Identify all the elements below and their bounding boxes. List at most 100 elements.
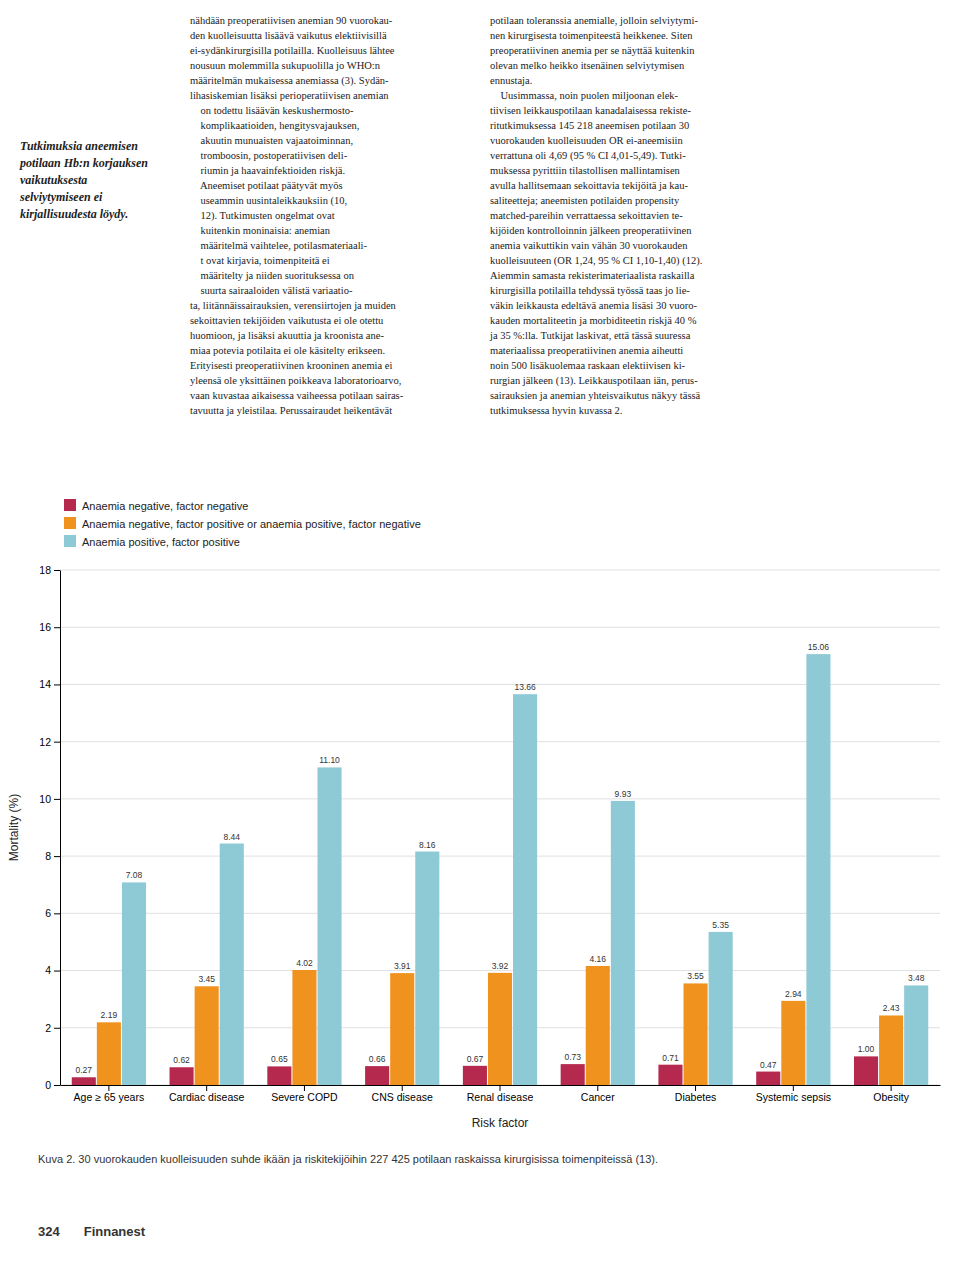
footer-title: Finnanest	[84, 1224, 146, 1239]
x-tick: Obesity	[873, 1085, 909, 1103]
legend-swatch	[64, 535, 76, 547]
y-tick-mark	[54, 913, 60, 914]
x-tick: Diabetes	[675, 1085, 716, 1103]
text-column: nähdään preoperatiivisen anemian 90 vuor…	[190, 15, 404, 416]
bar	[365, 1066, 389, 1085]
legend-label: Anaemia negative, factor positive or ana…	[82, 518, 421, 530]
bar	[72, 1077, 96, 1085]
y-tick-mark	[54, 971, 60, 972]
x-tick-label: Renal disease	[467, 1091, 534, 1103]
text-column-line: määritelmä vaihtelee, potilasmateriaali-	[190, 240, 367, 251]
x-tick: Renal disease	[467, 1085, 534, 1103]
x-tick-mark	[597, 1085, 598, 1091]
data-label: 8.44	[223, 832, 240, 842]
grid	[60, 570, 940, 1085]
data-label: 0.71	[662, 1053, 679, 1063]
x-tick: Systemic sepsis	[756, 1085, 831, 1103]
text-column-line: kuolleisuuteen (OR 1,24, 95 % CI 1,10-1,…	[490, 255, 702, 267]
legend-swatch	[64, 517, 76, 529]
text-column-line: kuitenkin moninaisia: anemian	[190, 225, 331, 236]
data-label: 3.91	[394, 961, 411, 971]
bar	[904, 985, 928, 1085]
data-label: 13.66	[514, 682, 536, 692]
y-tick: 6	[45, 907, 60, 919]
data-label: 4.16	[590, 954, 607, 964]
data-label: 0.27	[76, 1065, 93, 1075]
x-tick-mark	[891, 1085, 892, 1091]
text-column-line: nen kirurgisesta toimenpiteestä heikkene…	[490, 30, 693, 41]
data-label: 3.45	[198, 974, 215, 984]
data-label: 2.94	[785, 989, 802, 999]
text-column-line: nähdään preoperatiivisen anemian 90 vuor…	[190, 15, 393, 26]
data-label: 7.08	[126, 870, 143, 880]
legend-label: Anaemia positive, factor positive	[82, 536, 240, 548]
data-label: 3.55	[687, 971, 704, 981]
bar	[488, 973, 512, 1085]
y-tick-mark	[54, 799, 60, 800]
text-column-line: komplikaatioiden, hengitysvajauksen,	[190, 120, 359, 131]
bar	[658, 1065, 682, 1085]
y-tick-mark	[54, 742, 60, 743]
x-tick-label: Cancer	[581, 1091, 615, 1103]
data-label: 8.16	[419, 840, 436, 850]
bar	[709, 932, 733, 1085]
data-label: 0.66	[369, 1054, 386, 1064]
text-column-line: kirurgisilla potilailla tehdyssä työssä …	[490, 285, 690, 296]
bar	[317, 767, 341, 1085]
legend-label: Anaemia negative, factor negative	[82, 500, 248, 512]
y-tick-mark	[54, 1028, 60, 1029]
x-tick-mark	[500, 1085, 501, 1091]
text-column-line: huomioon, ja lisäksi akuuttia ja kroonis…	[190, 330, 384, 341]
data-label: 2.19	[101, 1010, 118, 1020]
sidebar-text-line: kirjallisuudesta löydy.	[20, 207, 128, 221]
y-tick-label: 4	[45, 964, 51, 976]
y-tick: 12	[39, 736, 60, 748]
bar	[267, 1066, 291, 1085]
x-tick-label: Cardiac disease	[169, 1091, 244, 1103]
text-column-line: ei-sydänkirurgisilla potilailla. Kuollei…	[190, 45, 395, 56]
x-tick: Cancer	[581, 1085, 615, 1103]
text-column-line: materiaalissa preoperatiivinen anemia ai…	[490, 345, 683, 356]
x-axis-title: Risk factor	[472, 1116, 529, 1130]
bar	[170, 1067, 194, 1085]
data-label: 4.02	[296, 958, 313, 968]
bar	[586, 966, 610, 1085]
y-tick: 18	[39, 564, 60, 576]
y-axis-line	[60, 571, 61, 1086]
grid-line	[60, 570, 940, 571]
x-axis: Age ≥ 65 yearsCardiac diseaseSevere COPD…	[61, 1085, 941, 1103]
y-tick: 16	[39, 621, 60, 633]
text-column-line: miaa potevia potilaita ei ole käsitelty …	[190, 345, 385, 356]
text-column-line: yleensä ole yksittäinen poikkeava labora…	[190, 375, 401, 386]
bar	[513, 694, 537, 1085]
text-column-line: avulla hallitsemaan sekoittavia tekijöit…	[490, 180, 688, 191]
y-tick-mark	[54, 856, 60, 857]
x-tick: CNS disease	[372, 1085, 433, 1103]
x-tick-label: CNS disease	[372, 1091, 433, 1103]
text-column-line: suurta sairaaloiden välistä variaatio-	[190, 285, 353, 296]
text-column-line: useammin uusintaleikkauksiin (10,	[190, 195, 347, 207]
data-label: 3.48	[908, 973, 925, 983]
text-column-line: t ovat kirjavia, toimenpiteitä ei	[190, 255, 330, 266]
bars	[72, 654, 928, 1085]
data-label: 2.43	[883, 1003, 900, 1013]
text-column-line: kauden mortaliteetin ja morbiditeetin ri…	[490, 315, 697, 326]
y-tick-label: 2	[45, 1022, 51, 1034]
text-column-line: anemia vaikuttikin vain vähän 30 vuoroka…	[490, 240, 688, 251]
data-label: 11.10	[319, 755, 340, 765]
sidebar-text: Tutkimuksia aneemisenpotilaan Hb:n korja…	[19, 139, 148, 221]
y-tick: 8	[45, 850, 60, 862]
bar	[390, 973, 414, 1085]
data-label: 0.73	[564, 1052, 581, 1062]
bar	[854, 1056, 878, 1085]
x-tick-mark	[695, 1085, 696, 1091]
x-tick-label: Age ≥ 65 years	[74, 1091, 145, 1103]
text-column-line: Aneemiset potilaat päätyvät myös	[190, 180, 343, 191]
text-column-line: Erityisesti preoperatiivinen krooninen a…	[190, 360, 392, 371]
text-column-line: ritutkimuksessa 145 218 aneemisen potila…	[490, 120, 689, 131]
text-column-line: potilaan toleranssia anemialle, jolloin …	[490, 15, 698, 26]
data-label: 0.67	[467, 1054, 484, 1064]
data-label: 1.00	[858, 1044, 875, 1054]
bar	[611, 801, 635, 1085]
text-column-line: riumin ja haavainfektioiden riskjä.	[190, 165, 345, 176]
